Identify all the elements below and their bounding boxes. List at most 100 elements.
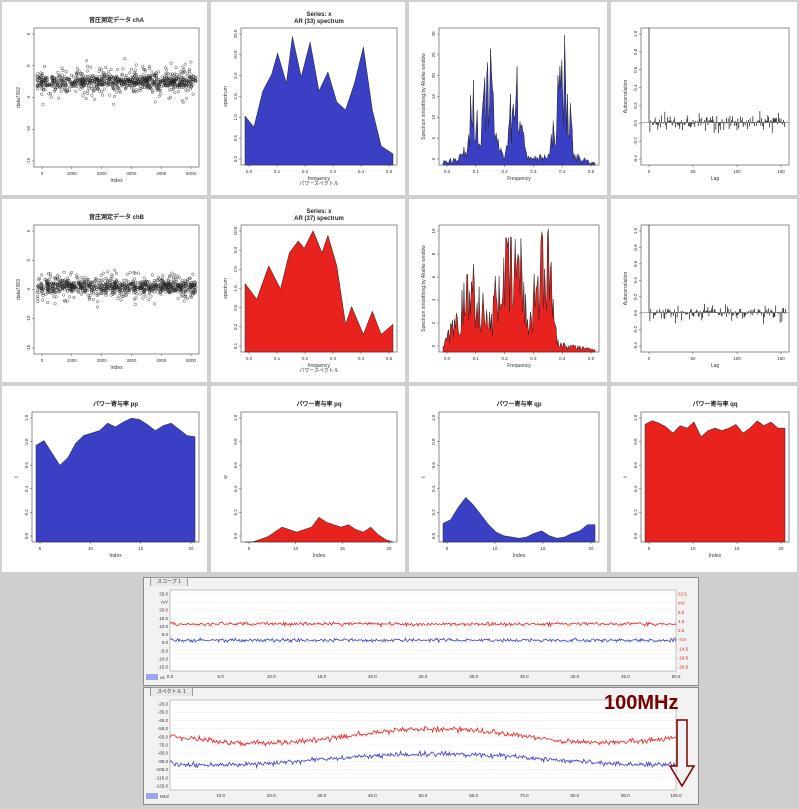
scatter-point: [157, 70, 161, 74]
x-axis-label: Index: [110, 178, 123, 184]
scatter-point: [176, 274, 180, 278]
scatter-point: [91, 297, 95, 301]
scatter-point: [145, 84, 149, 88]
area-series: [442, 497, 596, 543]
scatter-point: [80, 86, 84, 90]
scatter-point: [107, 78, 111, 82]
scatter-point: [109, 284, 113, 288]
scatter-point: [60, 79, 64, 83]
scatter-point: [170, 83, 174, 87]
scatter-point: [128, 82, 132, 86]
scatter-point: [105, 285, 109, 289]
y-tick-label: 5: [26, 229, 31, 232]
scatter-point: [150, 70, 154, 74]
x-tick-label: 0.3: [530, 169, 537, 174]
scatter-point: [79, 72, 83, 76]
scatter-point: [87, 84, 91, 88]
y-tick-label: 1.0: [633, 414, 638, 421]
tab-spectrum-1[interactable]: スペクトル 1: [150, 687, 193, 696]
y-tick-label: -10: [26, 315, 31, 322]
left-tick-label: -55.0: [158, 726, 169, 731]
x-tick-label: 20.0: [267, 793, 276, 798]
scatter-point: [60, 66, 64, 70]
tab-scope-1[interactable]: スコープ 1: [150, 577, 188, 586]
scatter-point: [134, 296, 138, 300]
scatter-point: [127, 83, 131, 87]
scatter-point: [52, 295, 56, 299]
scatter-point: [178, 80, 182, 84]
y-tick-label: 0.2: [633, 509, 638, 516]
scatter-point: [178, 85, 182, 89]
scatter-point: [49, 274, 53, 278]
scatter-point: [112, 77, 116, 81]
scatter-point: [90, 93, 94, 97]
scatter-point: [112, 87, 116, 91]
scatter-point: [177, 276, 181, 280]
panel-r3c3: パワー寄与率 qp 5 10 15 20 0.0 0.2 0.4 0.6 0.8 1.0 Index t: [409, 386, 607, 572]
scatter-point: [97, 89, 101, 93]
scatter-point: [97, 278, 101, 282]
scatter-point: [181, 77, 185, 81]
scatter-point: [164, 72, 168, 76]
scatter-point: [117, 294, 121, 298]
scatter-point: [93, 97, 97, 101]
left-tick-label: -105.0: [155, 767, 168, 772]
scatter-point: [158, 284, 162, 288]
scatter-point: [94, 82, 98, 86]
x-tick-label: 0: [41, 171, 44, 176]
scatter-point: [44, 83, 48, 87]
scatter-point: [162, 282, 166, 286]
scatter-point: [86, 288, 90, 292]
scatter-point: [186, 277, 190, 281]
scatter-point: [170, 271, 174, 275]
x-tick-label: 5: [446, 546, 449, 551]
scatter-point: [136, 271, 140, 275]
scatter-point: [88, 281, 92, 285]
y-tick-label: 1.0: [233, 114, 238, 121]
x-tick-label: 0.1: [274, 356, 281, 361]
chart-power-pp: パワー寄与率 pp 5 10 15 20 0.0 0.2 0.4 0.6 0.8 1.0 Index t: [14, 400, 200, 559]
scatter-point: [66, 89, 70, 93]
scatter-point: [147, 291, 151, 295]
scatter-point: [72, 84, 76, 88]
x-tick-label: 10: [492, 546, 498, 551]
x-tick-label: 5000: [186, 358, 197, 363]
scatter-point: [41, 298, 45, 302]
scatter-point: [102, 75, 106, 79]
scatter-point: [177, 283, 181, 287]
scatter-point: [45, 286, 49, 290]
scatter-point: [174, 78, 178, 82]
scatter-point: [169, 72, 173, 76]
y-tick-label: 0.2: [431, 509, 436, 516]
x-tick-label: 45.0: [621, 674, 630, 679]
scatter-point: [114, 287, 118, 291]
scatter-point: [99, 283, 103, 287]
scatter-point: [144, 288, 148, 292]
scatter-point: [90, 87, 94, 91]
panel-r3c1: パワー寄与率 pp 5 10 15 20 0.0 0.2 0.4 0.6 0.8 1.0 Index t: [2, 386, 207, 572]
scatter-point: [65, 299, 69, 303]
scatter-point: [89, 284, 93, 288]
scatter-point: [156, 290, 160, 294]
scatter-point: [87, 296, 91, 300]
panel-r2c4: 0 50 100 150 -0.4 -0.2 0.0 0.2 0.4 0.6 0.8 1.0 Lag Au…: [611, 199, 797, 382]
y-axis-label: w: [223, 475, 229, 479]
scatter-point: [186, 281, 190, 285]
scatter-point: [132, 71, 136, 75]
scatter-point: [129, 86, 133, 90]
scatter-point: [188, 87, 192, 91]
scatter-point: [182, 290, 186, 294]
scatter-point: [133, 287, 137, 291]
scatter-point: [37, 81, 41, 85]
scatter-point: [136, 281, 140, 285]
panel-r3c4: パワー寄与率 qq 5 10 15 20 0.0 0.2 0.4 0.6 0.8 1.0 Index t: [611, 386, 797, 572]
scatter-point: [82, 285, 86, 289]
right-tick-label: mV: [678, 601, 685, 606]
scatter-point: [188, 277, 192, 281]
scatter-point: [46, 301, 50, 305]
y-tick-label: 0.0: [633, 120, 638, 127]
scatter-point: [107, 83, 111, 87]
scatter-point: [133, 302, 137, 306]
scatter-point: [53, 82, 57, 86]
scatter-point: [181, 65, 185, 69]
